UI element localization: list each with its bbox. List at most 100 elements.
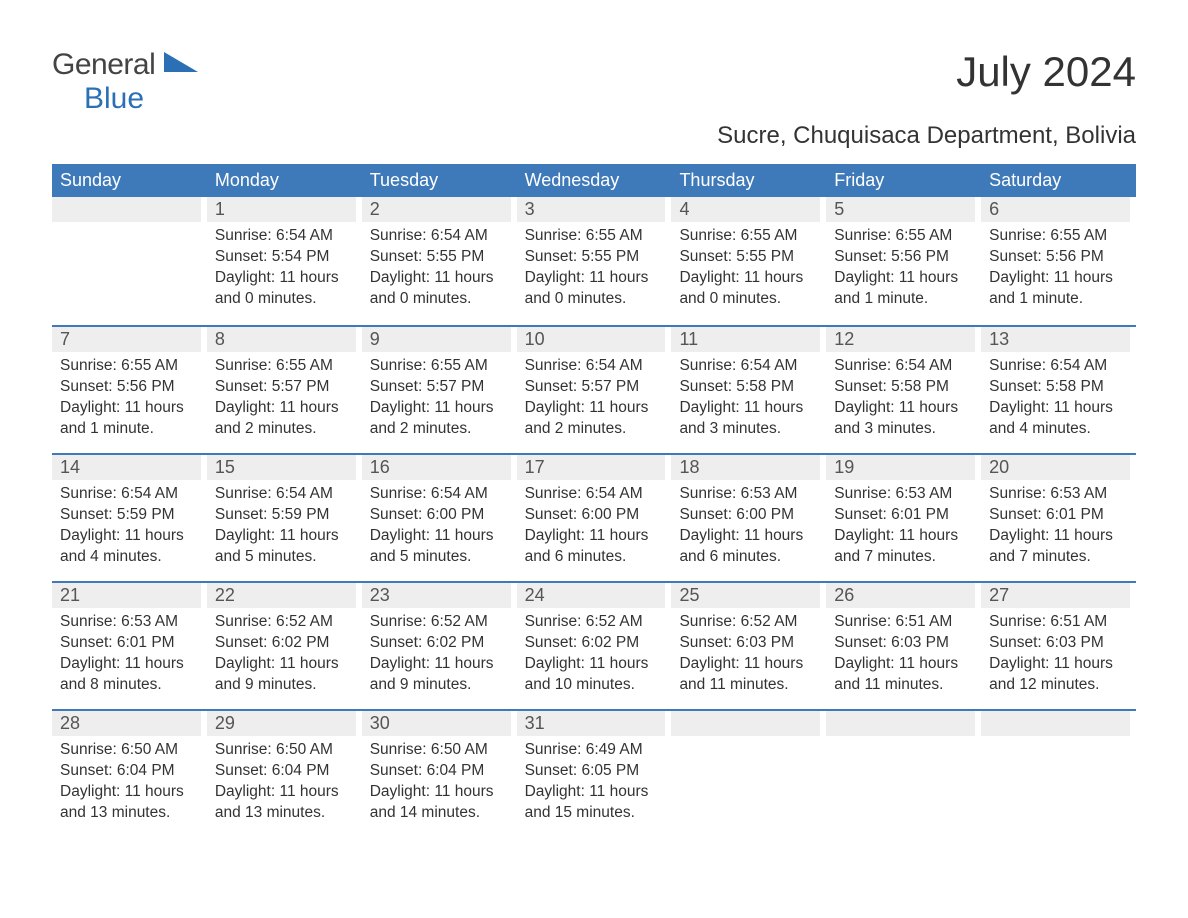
sunrise-text: Sunrise: 6:50 AM — [215, 740, 356, 761]
day-detail: Sunrise: 6:55 AMSunset: 5:55 PMDaylight:… — [517, 226, 666, 310]
day-detail: Sunrise: 6:54 AMSunset: 6:00 PMDaylight:… — [362, 484, 511, 568]
day-cell: 13 Sunrise: 6:54 AMSunset: 5:58 PMDayligh… — [981, 327, 1136, 441]
daylight-text: Daylight: 11 hours and 8 minutes. — [60, 654, 201, 696]
sunrise-text: Sunrise: 6:54 AM — [60, 484, 201, 505]
day-number: 8 — [207, 327, 356, 352]
sunset-text: Sunset: 5:57 PM — [525, 377, 666, 398]
weekday-header: Monday — [207, 164, 362, 197]
day-cell: 23Sunrise: 6:52 AMSunset: 6:02 PMDayligh… — [362, 583, 517, 697]
sunrise-text: Sunrise: 6:52 AM — [679, 612, 820, 633]
daylight-text: Daylight: 11 hours and 6 minutes. — [525, 526, 666, 568]
sunset-text: Sunset: 6:03 PM — [989, 633, 1130, 654]
daylight-text: Daylight: 11 hours and 15 minutes. — [525, 782, 666, 824]
day-detail: Sunrise: 6:55 AMSunset: 5:56 PMDaylight:… — [981, 226, 1130, 310]
day-number: 13 — [981, 327, 1130, 352]
sunrise-text: Sunrise: 6:54 AM — [525, 356, 666, 377]
daylight-text: Daylight: 11 hours and 5 minutes. — [370, 526, 511, 568]
day-cell: 11 Sunrise: 6:54 AMSunset: 5:58 PMDayligh… — [671, 327, 826, 441]
sunrise-text: Sunrise: 6:55 AM — [989, 226, 1130, 247]
sunrise-text: Sunrise: 6:54 AM — [989, 356, 1130, 377]
day-detail: Sunrise: 6:51 AMSunset: 6:03 PMDaylight:… — [826, 612, 975, 696]
sunset-text: Sunset: 6:00 PM — [679, 505, 820, 526]
day-cell: 20Sunrise: 6:53 AMSunset: 6:01 PMDayligh… — [981, 455, 1136, 569]
day-detail: Sunrise: 6:53 AMSunset: 6:01 PMDaylight:… — [981, 484, 1130, 568]
sunrise-text: Sunrise: 6:53 AM — [834, 484, 975, 505]
sunset-text: Sunset: 5:59 PM — [215, 505, 356, 526]
day-cell: 7Sunrise: 6:55 AMSunset: 5:56 PMDaylight… — [52, 327, 207, 441]
daylight-text: Daylight: 11 hours and 10 minutes. — [525, 654, 666, 696]
day-number: 29 — [207, 711, 356, 736]
sunset-text: Sunset: 5:55 PM — [525, 247, 666, 268]
daylight-text: Daylight: 11 hours and 12 minutes. — [989, 654, 1130, 696]
day-number: 3 — [517, 197, 666, 222]
day-number: 30 — [362, 711, 511, 736]
day-number: 21 — [52, 583, 201, 608]
day-cell: 3 Sunrise: 6:55 AMSunset: 5:55 PMDaylight… — [517, 197, 672, 313]
daylight-text: Daylight: 11 hours and 5 minutes. — [215, 526, 356, 568]
sunset-text: Sunset: 6:02 PM — [215, 633, 356, 654]
sunset-text: Sunset: 6:04 PM — [370, 761, 511, 782]
week-row: 7Sunrise: 6:55 AMSunset: 5:56 PMDaylight… — [52, 325, 1136, 441]
sunset-text: Sunset: 6:01 PM — [60, 633, 201, 654]
day-number: 28 — [52, 711, 201, 736]
daylight-text: Daylight: 11 hours and 1 minute. — [60, 398, 201, 440]
day-number: 31 — [517, 711, 666, 736]
day-detail: Sunrise: 6:54 AMSunset: 5:59 PMDaylight:… — [207, 484, 356, 568]
day-detail: Sunrise: 6:54 AMSunset: 5:57 PMDaylight:… — [517, 356, 666, 440]
day-detail: Sunrise: 6:51 AMSunset: 6:03 PMDaylight:… — [981, 612, 1130, 696]
week-row: 21Sunrise: 6:53 AMSunset: 6:01 PMDayligh… — [52, 581, 1136, 697]
sunrise-text: Sunrise: 6:55 AM — [525, 226, 666, 247]
day-number: 11 — [671, 327, 820, 352]
sunset-text: Sunset: 5:58 PM — [989, 377, 1130, 398]
sunset-text: Sunset: 6:04 PM — [60, 761, 201, 782]
day-number: 2 — [362, 197, 511, 222]
day-detail: Sunrise: 6:54 AMSunset: 5:58 PMDaylight:… — [671, 356, 820, 440]
daylight-text: Daylight: 11 hours and 0 minutes. — [525, 268, 666, 310]
sunrise-text: Sunrise: 6:51 AM — [989, 612, 1130, 633]
day-detail: Sunrise: 6:52 AMSunset: 6:03 PMDaylight:… — [671, 612, 820, 696]
daylight-text: Daylight: 11 hours and 4 minutes. — [60, 526, 201, 568]
day-detail: Sunrise: 6:54 AMSunset: 5:58 PMDaylight:… — [826, 356, 975, 440]
sunrise-text: Sunrise: 6:53 AM — [60, 612, 201, 633]
logo-wedge-icon — [164, 52, 198, 72]
day-detail: Sunrise: 6:52 AMSunset: 6:02 PMDaylight:… — [207, 612, 356, 696]
daylight-text: Daylight: 11 hours and 6 minutes. — [679, 526, 820, 568]
location-subtitle: Sucre, Chuquisaca Department, Bolivia — [52, 122, 1136, 150]
day-number: 5 — [826, 197, 975, 222]
day-number — [826, 711, 975, 736]
day-detail: Sunrise: 6:50 AMSunset: 6:04 PMDaylight:… — [207, 740, 356, 824]
sunset-text: Sunset: 5:58 PM — [679, 377, 820, 398]
day-cell: 30Sunrise: 6:50 AMSunset: 6:04 PMDayligh… — [362, 711, 517, 825]
day-cell: 8 Sunrise: 6:55 AMSunset: 5:57 PMDaylight… — [207, 327, 362, 441]
sunrise-text: Sunrise: 6:52 AM — [370, 612, 511, 633]
sunset-text: Sunset: 6:00 PM — [525, 505, 666, 526]
day-detail: Sunrise: 6:54 AMSunset: 5:54 PMDaylight:… — [207, 226, 356, 310]
daylight-text: Daylight: 11 hours and 0 minutes. — [215, 268, 356, 310]
sunset-text: Sunset: 6:02 PM — [525, 633, 666, 654]
daylight-text: Daylight: 11 hours and 2 minutes. — [215, 398, 356, 440]
sunset-text: Sunset: 5:55 PM — [370, 247, 511, 268]
daylight-text: Daylight: 11 hours and 2 minutes. — [525, 398, 666, 440]
header-row: General Blue July 2024 — [52, 48, 1136, 116]
day-cell — [52, 197, 207, 313]
day-detail: Sunrise: 6:55 AMSunset: 5:55 PMDaylight:… — [671, 226, 820, 310]
sunrise-text: Sunrise: 6:52 AM — [525, 612, 666, 633]
sunset-text: Sunset: 5:59 PM — [60, 505, 201, 526]
daylight-text: Daylight: 11 hours and 4 minutes. — [989, 398, 1130, 440]
sunrise-text: Sunrise: 6:54 AM — [834, 356, 975, 377]
sunrise-text: Sunrise: 6:55 AM — [60, 356, 201, 377]
daylight-text: Daylight: 11 hours and 1 minute. — [834, 268, 975, 310]
day-cell: 27Sunrise: 6:51 AMSunset: 6:03 PMDayligh… — [981, 583, 1136, 697]
sunrise-text: Sunrise: 6:55 AM — [834, 226, 975, 247]
weekday-header: Friday — [826, 164, 981, 197]
week-row: 1Sunrise: 6:54 AMSunset: 5:54 PMDaylight… — [52, 197, 1136, 313]
day-cell: 22Sunrise: 6:52 AMSunset: 6:02 PMDayligh… — [207, 583, 362, 697]
daylight-text: Daylight: 11 hours and 0 minutes. — [370, 268, 511, 310]
day-cell: 6Sunrise: 6:55 AMSunset: 5:56 PMDaylight… — [981, 197, 1136, 313]
sunrise-text: Sunrise: 6:53 AM — [989, 484, 1130, 505]
day-number: 23 — [362, 583, 511, 608]
day-detail: Sunrise: 6:55 AMSunset: 5:57 PMDaylight:… — [207, 356, 356, 440]
day-number: 9 — [362, 327, 511, 352]
sunrise-text: Sunrise: 6:54 AM — [215, 484, 356, 505]
day-cell: 16Sunrise: 6:54 AMSunset: 6:00 PMDayligh… — [362, 455, 517, 569]
